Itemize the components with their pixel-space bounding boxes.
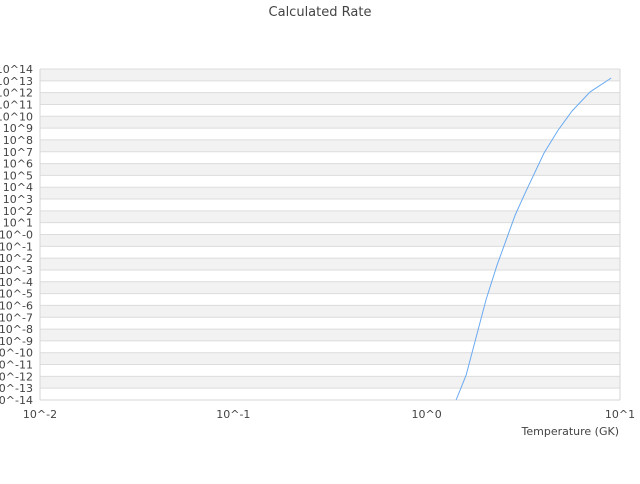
plot-band [40, 116, 620, 129]
y-tick-label: 10^6 [3, 158, 33, 171]
y-tick-label: 10^-4 [0, 276, 33, 289]
y-tick-label: 10^4 [3, 181, 33, 194]
y-tick-label: 10^11 [0, 98, 33, 111]
plot-band [40, 104, 620, 117]
plot-band [40, 187, 620, 200]
plot-band [40, 258, 620, 270]
x-axis: 10^-2 10^-1 10^0 10^1 [23, 408, 635, 421]
chart-title: Calculated Rate [269, 5, 372, 20]
y-tick-label: 10^13 [0, 75, 33, 88]
plot-band [40, 175, 620, 188]
plot-band [40, 210, 620, 223]
plot-band [40, 128, 620, 140]
y-tick-label: 10^2 [3, 205, 33, 218]
y-tick-label: 10^-2 [0, 252, 33, 265]
y-tick-label: 10^-13 [0, 382, 33, 395]
y-tick-label: 10^5 [3, 169, 33, 182]
plot-band [40, 199, 620, 211]
y-tick-label: 10^8 [3, 134, 33, 147]
y-tick-label: 10^3 [3, 193, 33, 206]
plot-band [40, 329, 620, 341]
y-tick-label: 10^12 [0, 87, 33, 100]
y-tick-label: 10^-10 [0, 347, 33, 360]
x-tick-label: 10^1 [605, 408, 635, 421]
plot-band [40, 364, 620, 377]
y-tick-label: 10^-1 [0, 240, 33, 253]
x-tick-label: 10^-1 [216, 408, 250, 421]
plot-band [40, 269, 620, 282]
plot-band [40, 234, 620, 247]
plot-band [40, 92, 620, 105]
series-line [455, 77, 612, 401]
y-tick-label: 10^-8 [0, 323, 33, 336]
x-tick-label: 10^-2 [23, 408, 57, 421]
plot-band [40, 163, 620, 176]
plot-band [40, 151, 620, 164]
plot-band [40, 388, 620, 400]
y-tick-label: 10^-12 [0, 370, 33, 383]
y-tick-label: 10^-6 [0, 299, 33, 312]
y-tick-label: 10^1 [3, 217, 33, 230]
plot-band [40, 80, 620, 93]
plot-band [40, 222, 620, 235]
y-tick-label: 10^10 [0, 110, 33, 123]
plot-band [40, 340, 620, 353]
y-tick-label: 10^7 [3, 146, 33, 159]
plot-band [40, 69, 620, 81]
plot-band [40, 293, 620, 306]
plot-band [40, 281, 620, 294]
plot-band [40, 317, 620, 330]
y-tick-label: 10^-5 [0, 288, 33, 301]
y-tick-label: 10^-11 [0, 359, 33, 372]
y-axis: 10^1410^1310^1210^1110^1010^910^810^710^… [0, 63, 33, 407]
plot-bands [39, 68, 621, 401]
x-tick-label: 10^0 [412, 408, 442, 421]
y-tick-label: 10^-7 [0, 311, 33, 324]
y-tick-label: 10^-14 [0, 394, 33, 407]
y-tick-label: 10^14 [0, 63, 33, 76]
series-lines [455, 77, 612, 401]
plot-band [40, 305, 620, 318]
plot-band [40, 246, 620, 259]
plot-band [40, 376, 620, 389]
y-tick-label: 10^9 [3, 122, 33, 135]
y-tick-label: 10^-3 [0, 264, 33, 277]
plot-band [40, 139, 620, 152]
x-axis-label: Temperature (GK) [521, 425, 620, 438]
y-tick-label: 10^-9 [0, 335, 33, 348]
plot-band [40, 352, 620, 365]
y-tick-label: 10^-0 [0, 229, 33, 242]
